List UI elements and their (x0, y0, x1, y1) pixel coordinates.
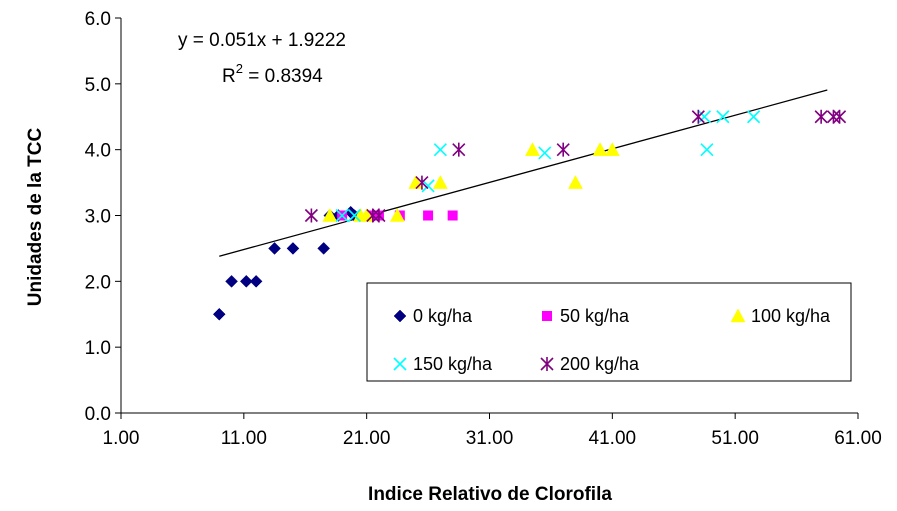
x-tick-label: 1.00 (103, 428, 140, 449)
x-tick-label: 61.00 (834, 428, 882, 449)
series-3-point (322, 207, 338, 222)
series-5-point (415, 175, 429, 190)
trendline-equation: y = 0.051x + 1.9222 (178, 30, 346, 51)
series-4-point (716, 110, 730, 124)
r-squared-label: R2 = 0.8394 (222, 61, 323, 87)
series-1-point (286, 242, 300, 255)
series-4-point (347, 208, 361, 223)
x-tick-label: 11.00 (221, 428, 267, 449)
legend-marker-3 (730, 308, 746, 323)
series-5-point (691, 109, 705, 124)
series-1-point (212, 307, 226, 321)
x-tick-labels: 1.00 11.00 21.00 31.00 41.00 51.00 61.00 (103, 428, 882, 449)
series-1-point (239, 274, 253, 288)
series-5-points (304, 109, 847, 223)
x-tick-label: 51.00 (711, 428, 759, 449)
y-tick-labels: 0.0 1.0 2.0 3.0 4.0 5.0 6.0 (85, 9, 111, 425)
series-3-point (432, 175, 448, 189)
series-3-point (592, 142, 608, 156)
legend-box (366, 282, 852, 382)
series-4-points (335, 110, 761, 223)
y-tick-label: 0.0 (85, 404, 111, 425)
legend: 0 kg/ha 50 kg/ha 100 kg/ha 150 kg/ha 200 kg/… (366, 282, 852, 382)
y-tick-label: 3.0 (85, 207, 111, 228)
x-tick-label: 21.00 (343, 428, 391, 449)
legend-label-5: 200 kg/ha (560, 354, 640, 374)
r-squared-superscript: 2 (236, 61, 243, 76)
series-4-point (433, 143, 447, 157)
series-1-point (249, 274, 263, 288)
series-1-point (268, 242, 281, 255)
legend-label-2: 50 kg/ha (560, 306, 630, 326)
legend-marker-4 (393, 357, 407, 371)
series-2-point (423, 210, 434, 221)
series-4-point (700, 143, 714, 157)
legend-marker-5 (540, 357, 554, 371)
series-5-point (556, 142, 570, 157)
series-4-point (747, 110, 761, 124)
legend-marker-2 (542, 311, 552, 321)
y-tick-label: 4.0 (85, 141, 111, 162)
legend-marker-1 (393, 309, 407, 323)
y-tick-label: 2.0 (85, 272, 111, 293)
y-tick-label: 6.0 (85, 9, 111, 30)
r-squared-prefix: R (222, 66, 236, 87)
y-tick-label: 1.0 (85, 338, 111, 359)
x-tick-label: 41.00 (589, 428, 637, 449)
x-axis-title: Indice Relativo de Clorofila (368, 484, 612, 505)
series-2-point (447, 210, 458, 221)
trendline (219, 89, 828, 257)
series-3-point (604, 142, 620, 156)
series-5-point (372, 208, 386, 223)
series-5-point (833, 109, 847, 124)
series-4-point (538, 146, 552, 160)
series-5-point (826, 109, 840, 124)
series-3-point (525, 142, 540, 156)
series-4-point (335, 208, 349, 223)
data-points (212, 109, 847, 321)
series-5-point (366, 208, 380, 223)
series-1-point (317, 242, 331, 255)
axes (115, 17, 859, 419)
series-3-point (389, 207, 405, 222)
series-3-point (568, 175, 583, 189)
y-tick-label: 5.0 (85, 75, 111, 96)
series-5-point (452, 142, 466, 157)
series-4-point (697, 110, 712, 124)
legend-label-1: 0 kg/ha (413, 306, 473, 326)
series-5-point (304, 208, 318, 223)
legend-label-4: 150 kg/ha (413, 354, 493, 374)
legend-label-3: 100 kg/ha (751, 306, 831, 326)
series-4-point (421, 179, 435, 193)
series-1-point (225, 274, 238, 288)
r-squared-value: = 0.8394 (243, 66, 323, 87)
series-5-point (814, 109, 828, 124)
x-tick-label: 31.00 (466, 428, 514, 449)
y-axis-title: Unidades de la TCC (25, 128, 46, 307)
